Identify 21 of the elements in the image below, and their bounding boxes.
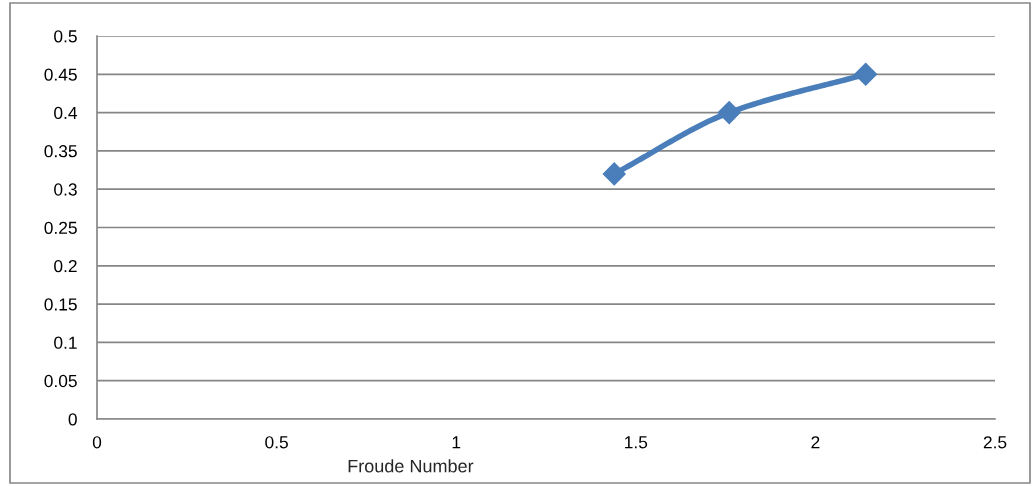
- x-axis-title: Froude Number: [348, 459, 474, 473]
- y-tick-label: 0.1: [54, 336, 77, 349]
- x-tick-label: 1.5: [625, 436, 648, 449]
- y-tick-label: 0.45: [44, 68, 77, 81]
- y-tick-label: 0.25: [44, 221, 77, 234]
- point: [602, 162, 626, 186]
- y-tick-label: 0.15: [44, 298, 77, 311]
- x-tick-label: 0: [92, 436, 102, 449]
- x-tick-label: 1: [452, 436, 461, 449]
- y-tick-label: 0.05: [44, 374, 77, 388]
- y-tick-label: 0.3: [54, 183, 77, 196]
- x-tick-label: 2: [811, 436, 820, 449]
- y-tick-label: 0.35: [44, 145, 77, 158]
- point: [717, 101, 741, 125]
- y-tick-label: 0.5: [54, 30, 77, 43]
- point: [854, 62, 878, 86]
- y-tick-label: 0: [68, 413, 77, 426]
- x-tick-label: 2.5: [983, 436, 1007, 449]
- y-tick-label: 0.4: [54, 106, 78, 120]
- y-tick-label: 0.2: [54, 259, 77, 273]
- x-tick-label: 0.5: [265, 436, 288, 449]
